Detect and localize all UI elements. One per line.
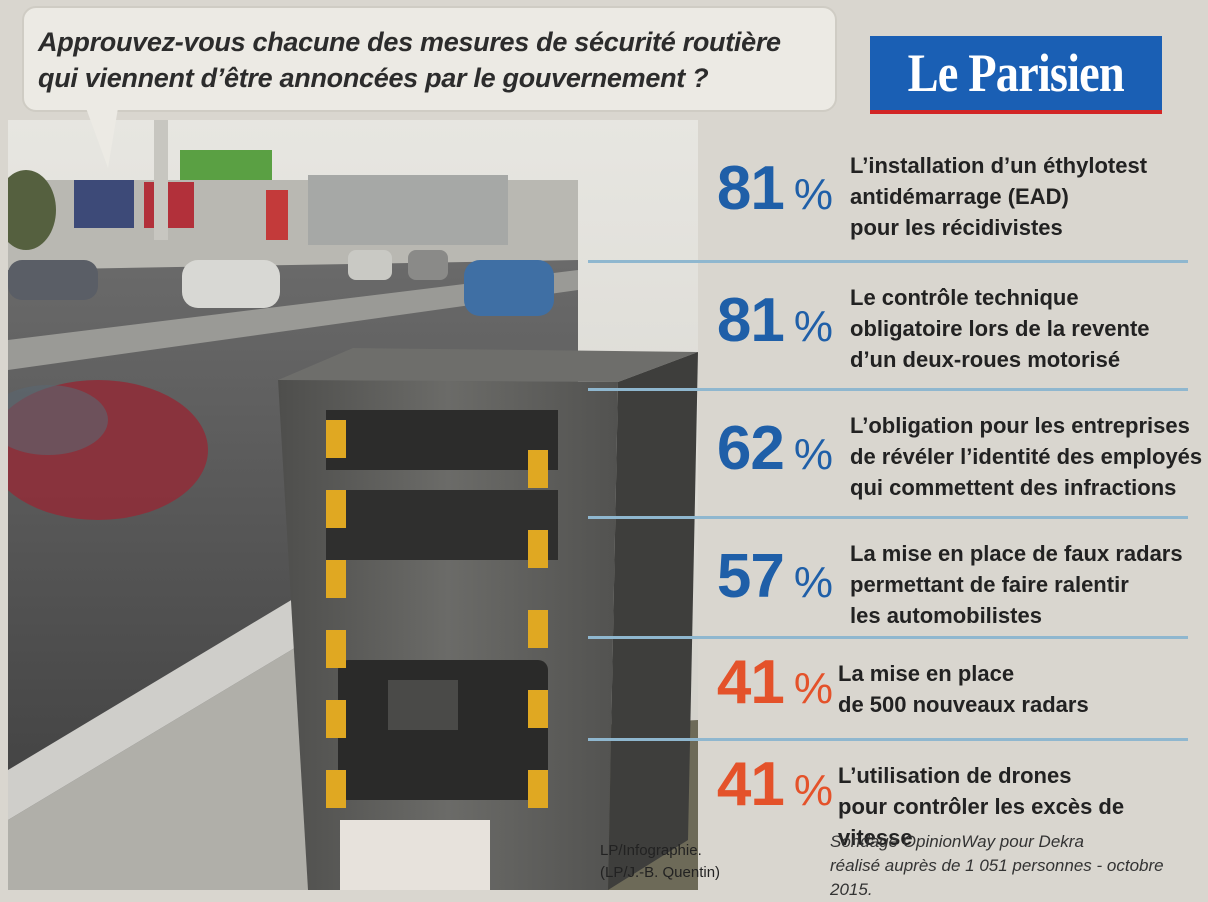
description-line: L’utilisation de drones [838, 763, 1072, 788]
description-line: de révéler l’identité des employés [850, 444, 1203, 469]
measure-description: Le contrôle technique obligatoire lors de… [850, 282, 1208, 375]
description-line: obligatoire lors de la revente [850, 316, 1150, 341]
approval-percentage: 81% [717, 290, 833, 358]
approval-percentage: 57% [717, 546, 833, 614]
description-line: permettant de faire ralentir [850, 572, 1129, 597]
percentage-value: 81 [716, 286, 785, 355]
source-line: réalisé auprès de 1 051 personnes - octo… [830, 856, 1164, 899]
description-line: antidémarrage (EAD) [850, 184, 1069, 209]
credit-line: (LP/J.-B. Quentin) [600, 864, 721, 881]
description-line: La mise en place de faux radars [850, 541, 1183, 566]
measure-description: La mise en place de faux radars permettan… [850, 538, 1208, 631]
measure-description: La mise en place de 500 nouveaux radars [838, 658, 1198, 720]
description-line: La mise en place [838, 661, 1015, 686]
survey-question: Approuvez-vous chacune des mesures de sé… [38, 27, 781, 93]
description-line: d’un deux-roues motorisé [850, 347, 1121, 372]
description-line: L’obligation pour les entreprises [850, 413, 1190, 438]
logo-text: Le Parisien [907, 43, 1125, 103]
description-line: les automobilistes [850, 603, 1042, 628]
percent-sign: % [793, 430, 833, 479]
photo-credit: LP/Infographie. (LP/J.-B. Quentin) [600, 840, 770, 884]
measure-description: L’installation d’un éthylotest antidémarr… [850, 150, 1208, 243]
description-line: de 500 nouveaux radars [838, 692, 1089, 717]
question-bubble [22, 6, 837, 112]
credit-line: LP/Infographie. [600, 842, 702, 859]
speed-camera-photo [8, 120, 698, 890]
source-line: Sondage OpinionWay pour Dekra [830, 832, 1084, 851]
approval-percentage: 41% [717, 754, 833, 822]
approval-percentage: 41% [717, 652, 833, 720]
percentage-value: 62 [716, 414, 785, 483]
description-line: qui commettent des infractions [850, 475, 1177, 500]
percent-sign: % [793, 170, 833, 219]
measure-description: L’obligation pour les entreprises de révé… [850, 410, 1208, 503]
question-bubble-tail [86, 108, 118, 168]
approval-percentage: 81% [717, 158, 833, 226]
percent-sign: % [793, 664, 833, 713]
le-parisien-logo: Le Parisien [870, 36, 1162, 114]
percent-sign: % [793, 302, 833, 351]
survey-source: Sondage OpinionWay pour Dekra réalisé au… [830, 830, 1202, 902]
description-line: L’installation d’un éthylotest [850, 153, 1148, 178]
description-line: pour les récidivistes [850, 215, 1063, 240]
description-line: Le contrôle technique [850, 285, 1079, 310]
percentage-value: 41 [716, 750, 785, 819]
percentage-value: 81 [716, 154, 785, 223]
percent-sign: % [793, 558, 833, 607]
percentage-value: 41 [716, 648, 785, 717]
approval-percentage: 62% [717, 418, 833, 486]
percent-sign: % [793, 766, 833, 815]
percentage-value: 57 [716, 542, 785, 611]
